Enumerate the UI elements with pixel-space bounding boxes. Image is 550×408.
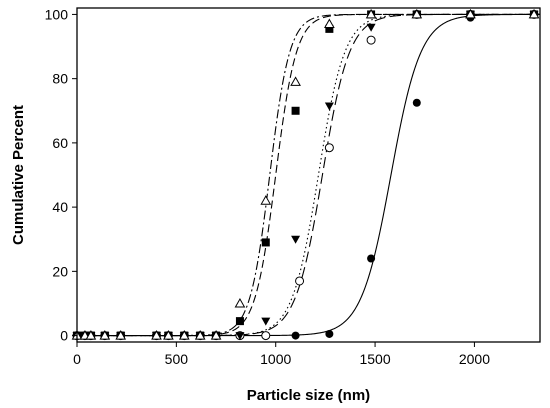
y-tick-label: 0	[60, 328, 68, 344]
series-1-point	[325, 329, 334, 338]
series-3-point	[291, 235, 301, 244]
series-4-point	[235, 317, 244, 326]
series-1-point	[412, 98, 421, 107]
series-4-point	[325, 24, 334, 33]
y-tick-label: 60	[52, 135, 68, 151]
y-tick-label: 100	[45, 6, 69, 22]
series-3-point	[235, 332, 245, 341]
y-tick-label: 80	[52, 71, 68, 87]
x-tick-label: 1000	[260, 351, 291, 367]
series-1-point	[367, 254, 376, 263]
series-5-point	[324, 18, 335, 29]
y-axis-title: Cumulative Percent	[10, 105, 27, 245]
series-5-point	[528, 8, 540, 19]
y-tick-label: 40	[52, 199, 68, 215]
series-5-point	[365, 8, 377, 19]
data-markers	[71, 8, 540, 341]
fit-curve-4	[77, 13, 540, 337]
plot-frame	[76, 7, 541, 343]
series-2-point	[324, 143, 334, 153]
series-5-point	[411, 8, 423, 19]
series-5-point	[163, 330, 174, 340]
series-2-point	[366, 35, 376, 45]
series-5-point	[178, 330, 190, 340]
series-3-point	[324, 102, 334, 111]
series-5-point	[85, 330, 97, 340]
series-3-point	[261, 317, 271, 326]
x-tick-label: 1500	[359, 351, 390, 367]
y-axis: 0 20 40 60 80 100	[45, 6, 77, 344]
series-2-point	[261, 331, 271, 341]
series-2-point	[295, 276, 305, 286]
y-tick-label: 20	[52, 263, 68, 279]
fit-curve-1	[77, 13, 540, 337]
series-5-point	[260, 195, 272, 205]
series-5-point	[115, 330, 127, 340]
fit-curve-3	[77, 13, 540, 337]
fit-curve-5	[77, 13, 540, 337]
series-5-point	[210, 330, 222, 340]
series-4-point	[291, 106, 300, 115]
series-4-point	[261, 238, 270, 247]
x-tick-label: 500	[165, 351, 189, 367]
series-5-point	[234, 297, 246, 308]
x-tick-label: 0	[73, 351, 81, 367]
series-5-point	[290, 76, 301, 86]
series-5-point	[99, 330, 111, 340]
x-axis-title: Particle size (nm)	[247, 387, 370, 404]
series-5-point	[465, 8, 476, 19]
fit-curves	[77, 13, 540, 337]
series-5-point	[194, 330, 206, 340]
x-axis: 0 500 1000 1500 2000	[73, 342, 490, 367]
series-1-point	[291, 331, 300, 340]
fit-curve-2	[77, 13, 540, 337]
x-tick-label: 2000	[459, 351, 490, 367]
series-5-point	[151, 330, 162, 340]
series-3-point	[366, 23, 376, 32]
